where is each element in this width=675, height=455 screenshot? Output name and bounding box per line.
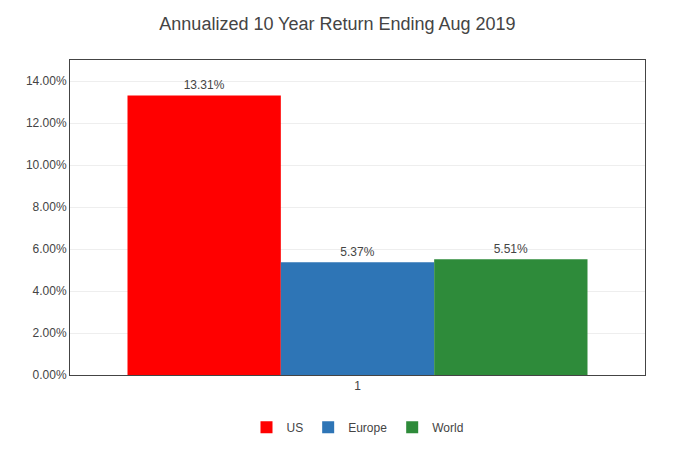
svg-text:4.00%: 4.00%: [33, 284, 67, 298]
svg-text:US: US: [287, 421, 304, 435]
svg-text:13.31%: 13.31%: [184, 78, 225, 92]
svg-text:8.00%: 8.00%: [33, 200, 67, 214]
svg-text:2.00%: 2.00%: [33, 326, 67, 340]
svg-text:World: World: [432, 421, 463, 435]
svg-text:5.37%: 5.37%: [340, 245, 374, 259]
svg-text:14.00%: 14.00%: [26, 74, 67, 88]
svg-text:5.51%: 5.51%: [494, 242, 528, 256]
svg-text:Europe: Europe: [348, 421, 387, 435]
svg-text:1: 1: [354, 379, 361, 393]
svg-text:12.00%: 12.00%: [26, 116, 67, 130]
svg-text:10.00%: 10.00%: [26, 158, 67, 172]
svg-text:0.00%: 0.00%: [33, 368, 67, 382]
svg-text:Annualized 10 Year Return Endi: Annualized 10 Year Return Ending Aug 201…: [159, 14, 515, 34]
svg-text:6.00%: 6.00%: [33, 242, 67, 256]
